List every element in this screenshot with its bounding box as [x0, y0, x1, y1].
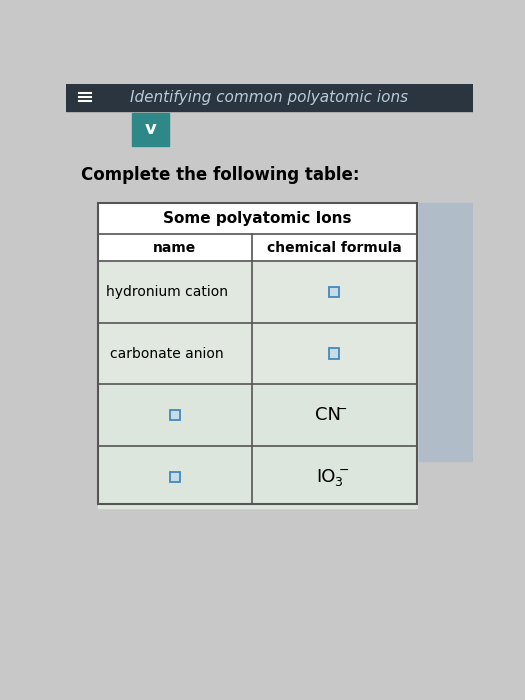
Bar [418, 203, 472, 461]
Bar [329, 349, 339, 358]
Bar [98, 203, 417, 504]
Text: Identifying common polyatomic ions: Identifying common polyatomic ions [130, 90, 408, 105]
Text: CN: CN [315, 406, 341, 424]
Text: −: − [338, 464, 349, 477]
Text: name: name [153, 241, 196, 255]
Bar [98, 261, 417, 323]
Bar [66, 84, 472, 111]
Text: chemical formula: chemical formula [267, 241, 402, 255]
Text: Complete the following table:: Complete the following table: [81, 166, 360, 184]
Bar [131, 113, 169, 146]
Text: IO: IO [317, 468, 336, 486]
Text: Some polyatomic Ions: Some polyatomic Ions [163, 211, 352, 226]
Text: hydronium cation: hydronium cation [106, 285, 228, 299]
Text: carbonate anion: carbonate anion [110, 346, 224, 360]
Text: 3: 3 [334, 477, 342, 489]
Bar [170, 410, 180, 420]
Bar [98, 203, 417, 504]
Text: v: v [144, 120, 156, 139]
Bar [170, 472, 180, 482]
Text: −: − [337, 402, 347, 415]
Bar [329, 287, 339, 297]
Bar [98, 446, 417, 508]
Bar [98, 384, 417, 446]
Bar [98, 323, 417, 384]
